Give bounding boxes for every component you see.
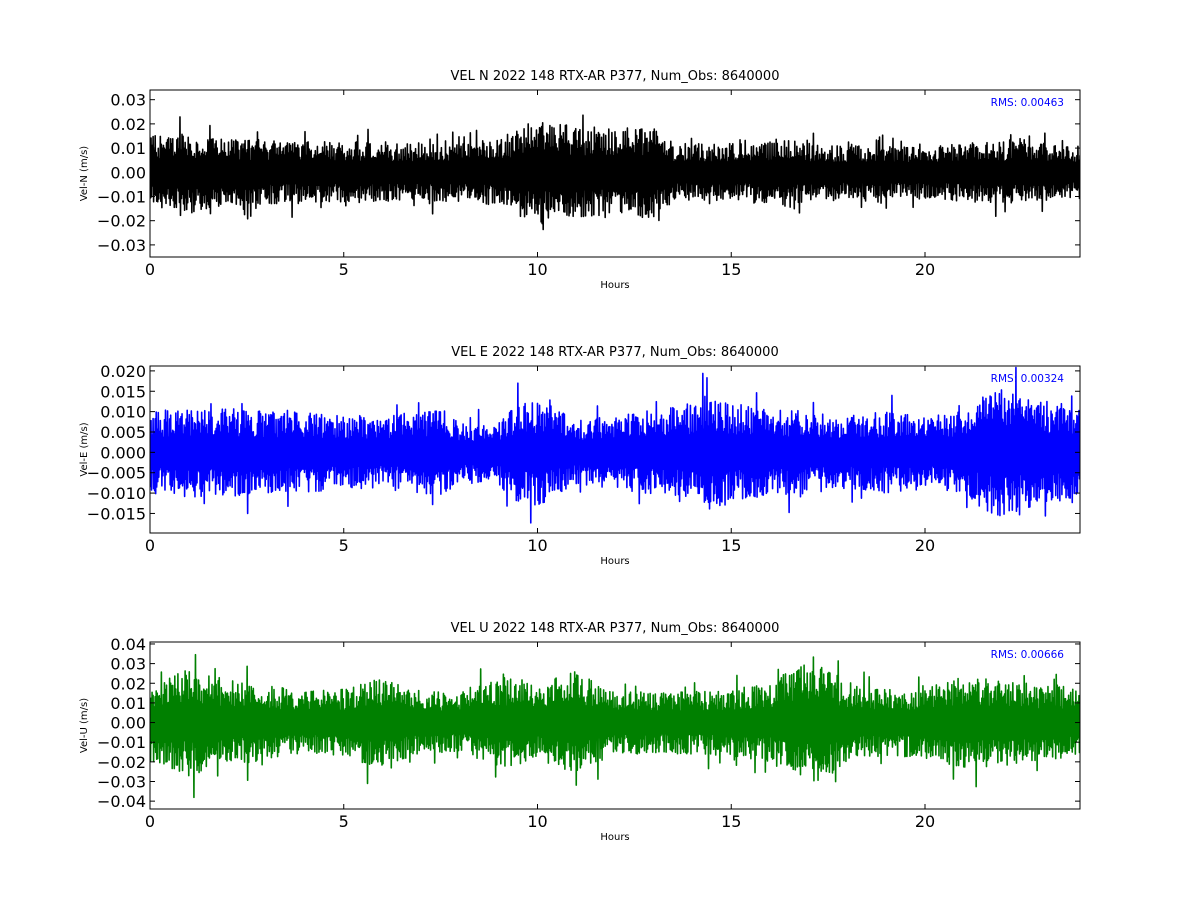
x-tick-label: 0 xyxy=(145,536,155,555)
y-tick-label: −0.01 xyxy=(97,733,146,752)
chart-title-north: VEL N 2022 148 RTX-AR P377, Num_Obs: 864… xyxy=(451,69,780,84)
rms-annotation-north: RMS: 0.00463 xyxy=(991,97,1064,109)
y-tick-label: −0.04 xyxy=(97,792,146,811)
x-tick-label: 0 xyxy=(145,812,155,831)
x-tick-label: 20 xyxy=(915,812,935,831)
plot-frame-east xyxy=(149,365,1081,534)
y-tick-label: −0.03 xyxy=(97,236,146,255)
plot-frame-north xyxy=(149,89,1081,258)
chart-title-east: VEL E 2022 148 RTX-AR P377, Num_Obs: 864… xyxy=(451,345,778,360)
x-axis-label-east: Hours xyxy=(600,556,629,567)
y-tick-label: −0.005 xyxy=(87,464,146,483)
rms-annotation-up: RMS: 0.00666 xyxy=(991,649,1065,661)
y-tick-label: 0.04 xyxy=(110,635,146,654)
y-tick-label: 0.015 xyxy=(100,382,146,401)
y-tick-label: 0.020 xyxy=(100,362,146,381)
x-tick-label: 0 xyxy=(145,260,155,279)
plot-frame-up xyxy=(149,641,1081,810)
y-tick-label: 0.01 xyxy=(110,694,146,713)
x-tick-label: 15 xyxy=(721,812,741,831)
series-line-up xyxy=(150,653,1080,799)
rms-annotation-east: RMS: 0.00324 xyxy=(991,373,1065,385)
x-tick-label: 10 xyxy=(527,812,547,831)
panel-north: VEL N 2022 148 RTX-AR P377, Num_Obs: 864… xyxy=(79,69,1081,291)
y-tick-label: 0.02 xyxy=(110,115,146,134)
x-tick-label: 10 xyxy=(527,536,547,555)
panel-up: VEL U 2022 148 RTX-AR P377, Num_Obs: 864… xyxy=(79,621,1081,843)
chart-title-up: VEL U 2022 148 RTX-AR P377, Num_Obs: 864… xyxy=(451,621,780,636)
series-line-north xyxy=(150,114,1080,231)
y-tick-label: 0.005 xyxy=(100,423,146,442)
y-tick-label: 0.000 xyxy=(100,443,146,462)
x-tick-label: 20 xyxy=(915,260,935,279)
x-tick-label: 5 xyxy=(339,812,349,831)
x-tick-label: 15 xyxy=(721,536,741,555)
y-tick-label: −0.02 xyxy=(97,212,146,231)
y-tick-label: −0.010 xyxy=(87,484,146,503)
panel-east: VEL E 2022 148 RTX-AR P377, Num_Obs: 864… xyxy=(79,345,1081,567)
y-tick-label: 0.02 xyxy=(110,674,146,693)
y-tick-label: 0.00 xyxy=(110,714,146,733)
y-axis-label-east: Vel-E (m/s) xyxy=(79,422,90,476)
y-tick-label: −0.01 xyxy=(97,187,146,206)
x-tick-label: 20 xyxy=(915,536,935,555)
y-tick-label: 0.010 xyxy=(100,403,146,422)
x-axis-label-north: Hours xyxy=(600,280,629,291)
x-tick-label: 15 xyxy=(721,260,741,279)
y-tick-label: 0.03 xyxy=(110,91,146,110)
series-line-east xyxy=(150,366,1080,524)
x-tick-label: 5 xyxy=(339,536,349,555)
y-axis-label-up: Vel-U (m/s) xyxy=(79,698,90,753)
y-tick-label: −0.015 xyxy=(87,504,146,523)
x-tick-label: 5 xyxy=(339,260,349,279)
x-tick-label: 10 xyxy=(527,260,547,279)
y-tick-label: −0.02 xyxy=(97,753,146,772)
y-tick-label: 0.00 xyxy=(110,163,146,182)
y-tick-label: 0.01 xyxy=(110,139,146,158)
y-tick-label: −0.03 xyxy=(97,772,146,791)
y-tick-label: 0.03 xyxy=(110,655,146,674)
x-axis-label-up: Hours xyxy=(600,832,629,843)
y-axis-label-north: Vel-N (m/s) xyxy=(79,146,90,201)
